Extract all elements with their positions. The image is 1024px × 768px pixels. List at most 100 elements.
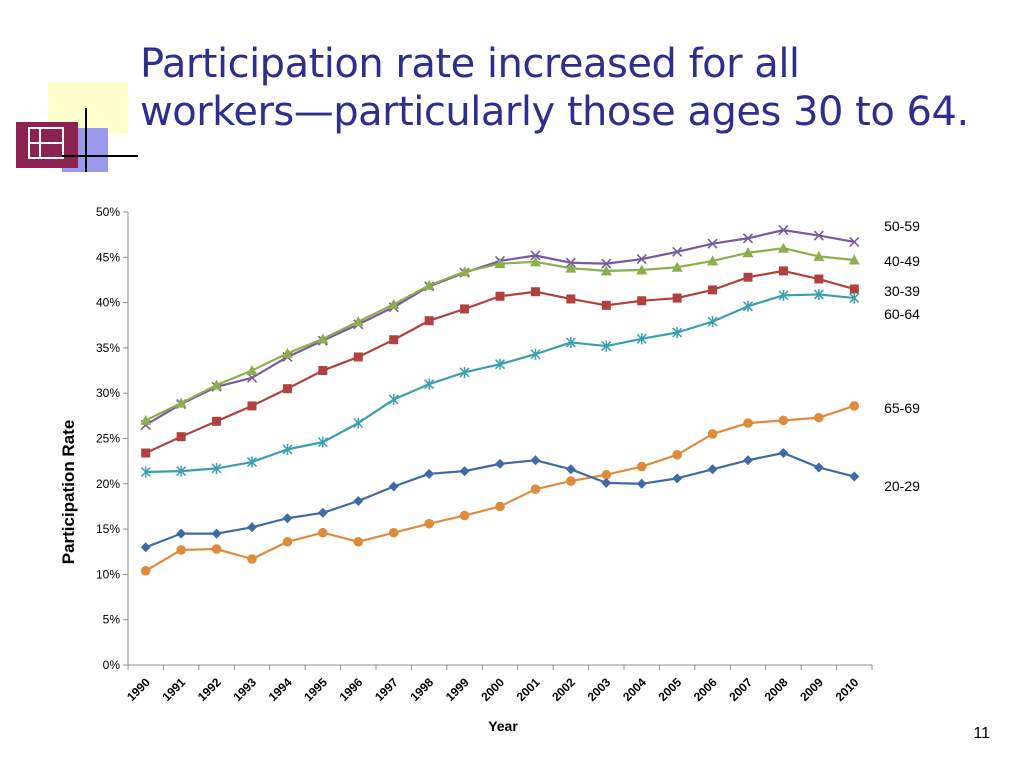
data-point-60-64 [565,336,576,348]
data-point-65-69 [388,527,399,538]
y-tick-label: 15% [96,522,120,536]
x-tick-label: 2005 [655,675,684,704]
series-60-64 [140,288,860,478]
series-30-39 [141,266,859,458]
data-point-40-49 [246,365,258,376]
data-point-40-49 [459,266,471,277]
data-point-40-49 [813,250,825,261]
data-point-20-29 [247,522,257,533]
data-point-20-29 [459,466,470,477]
x-tick-label: 2004 [620,675,649,704]
data-point-30-39 [424,316,434,326]
y-tick-label: 25% [96,432,120,446]
y-tick-label: 20% [96,477,120,491]
x-tick-label: 2010 [833,675,862,704]
data-point-20-29 [282,513,293,524]
data-point-60-64 [317,436,328,448]
x-tick-label: 2002 [549,675,578,704]
data-point-20-29 [636,478,647,489]
x-tick-label: 1990 [124,675,153,704]
data-point-30-39 [353,352,363,362]
data-point-65-69 [566,476,576,486]
data-point-20-29 [495,458,505,469]
x-axis-title: Year [488,718,518,734]
x-tick-label: 2001 [514,675,543,704]
data-point-40-49 [175,397,187,408]
data-point-65-69 [601,469,612,480]
legend-label-60-64: 60-64 [884,306,920,322]
page-number: 11 [973,725,990,742]
x-tick-label: 1993 [230,675,259,704]
x-tick-label: 2006 [691,675,720,704]
legend-label-65-69: 65-69 [884,400,920,416]
x-tick-label: 1997 [372,675,401,704]
data-point-65-69 [814,412,824,423]
legend-label-50-59: 50-59 [884,218,920,234]
data-point-30-39 [814,274,824,284]
series-20-29 [140,447,860,553]
data-point-40-49 [777,242,789,253]
x-tick-label: 2008 [762,675,791,704]
data-point-60-64 [459,366,470,378]
data-point-30-39 [530,287,540,297]
data-point-40-49 [600,265,612,276]
chart-legend: 50-59 40-49 30-39 60-64 65-69 20-29 [884,218,920,494]
y-tick-label: 40% [96,296,120,310]
data-point-40-49 [848,254,860,265]
x-tick-label: 1994 [266,675,295,704]
y-tick-label: 10% [96,567,120,581]
data-point-30-39 [708,285,718,295]
data-point-60-64 [601,340,612,352]
data-point-60-64 [140,466,151,478]
data-point-20-29 [140,542,151,553]
data-point-30-39 [849,284,859,294]
data-point-30-39 [495,291,505,301]
data-point-60-64 [672,326,683,338]
x-tick-label: 2000 [478,675,507,704]
data-point-30-39 [743,272,753,282]
x-tick-label: 1995 [301,675,330,704]
data-point-65-69 [849,401,860,411]
legend-label-40-49: 40-49 [884,253,920,269]
data-point-65-69 [211,544,222,554]
data-point-60-64 [494,358,506,370]
x-tick-label: 1992 [195,675,224,704]
series-40-49 [140,242,860,425]
data-point-20-29 [317,507,328,518]
data-point-65-69 [140,565,151,576]
data-point-60-64 [424,378,435,390]
y-axis-title: Participation Rate [59,420,78,565]
data-point-40-49 [317,333,329,344]
data-point-30-39 [460,304,470,314]
data-point-30-39 [212,416,222,426]
chart-series [140,225,860,576]
data-point-30-39 [778,266,788,276]
data-point-20-29 [565,464,576,475]
logo-maroon-square [16,122,78,168]
data-point-20-29 [778,447,789,458]
y-tick-label: 35% [96,341,120,355]
data-point-40-49 [211,379,223,390]
series-line-65-69 [145,404,855,572]
data-point-20-29 [388,481,399,492]
data-point-50-59 [636,254,647,265]
data-point-30-39 [318,366,328,376]
data-point-60-64 [813,288,824,300]
data-point-40-49 [494,258,506,269]
x-tick-label: 2007 [726,675,755,704]
x-tick-label: 1999 [443,675,472,704]
data-point-60-64 [388,394,399,406]
data-point-40-49 [636,264,648,275]
series-line-60-64 [145,293,855,474]
chart-axes: 0%5%10%15%20%25%30%35%40%45%50%1990 1991 1… [96,205,873,704]
x-tick-label: 1996 [337,675,366,704]
data-point-20-29 [707,464,718,475]
data-point-40-49 [423,279,435,290]
data-point-50-59 [813,230,824,241]
data-point-60-64 [707,316,718,328]
data-point-40-49 [707,255,719,266]
data-point-50-59 [742,233,754,244]
data-point-65-69 [247,554,257,564]
legend-label-20-29: 20-29 [884,478,920,494]
